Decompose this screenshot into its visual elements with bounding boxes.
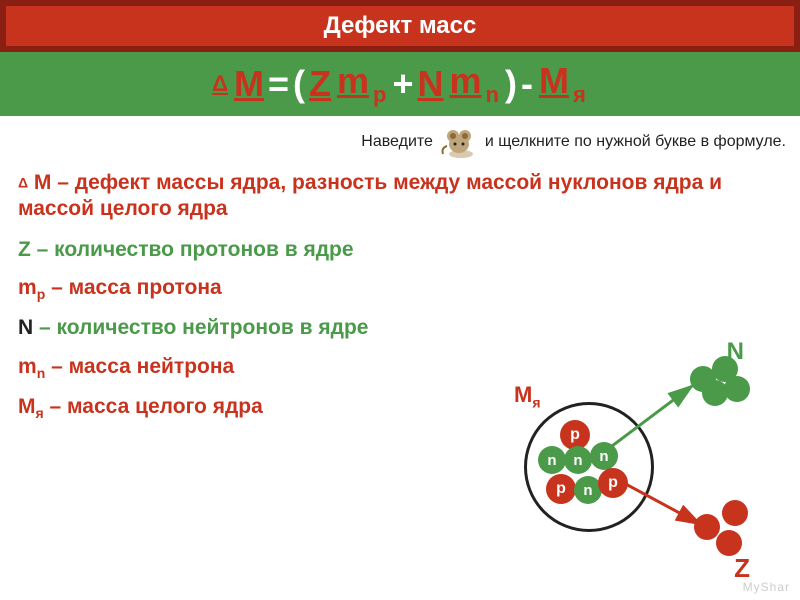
def4-text: – количество нейтронов в ядре: [33, 316, 368, 339]
def6-m: M: [18, 395, 36, 418]
nucleus-diagram: Mя N Z pnnnpnp: [504, 342, 764, 572]
proton-particle: [716, 530, 742, 556]
formula-M[interactable]: M: [234, 63, 264, 105]
neutron-particle: n: [564, 446, 592, 474]
formula-rparen: ): [505, 63, 517, 105]
formula-mn-m: m: [450, 60, 482, 101]
formula-My-m: M: [539, 60, 569, 101]
formula-mn[interactable]: mn: [448, 60, 501, 107]
def-mp: mp – масса протона: [18, 275, 782, 304]
formula-lparen: (: [293, 63, 305, 105]
formula-N[interactable]: N: [418, 63, 444, 105]
formula-mp-sub: p: [373, 82, 386, 107]
def3-m: m: [18, 276, 37, 299]
formula-Z[interactable]: Z: [309, 63, 331, 105]
def4-sym: N: [18, 316, 33, 339]
formula-delta[interactable]: Δ: [212, 71, 228, 97]
def2-text: – количество протонов в ядре: [31, 238, 354, 261]
neutron-particle: n: [538, 446, 566, 474]
def5-sub: n: [37, 365, 46, 381]
hint-before: Наведите: [361, 133, 433, 151]
formula-mp[interactable]: mp: [335, 60, 388, 107]
def5-m: m: [18, 355, 37, 378]
def1-delta: Δ: [18, 175, 28, 191]
neutron-particle: [724, 376, 750, 402]
header-bar: Дефект масс: [0, 0, 800, 52]
page-title: Дефект масс: [324, 12, 477, 40]
def1-text: – дефект массы ядра, разность между масс…: [18, 171, 722, 220]
def2-sym: Z: [18, 238, 31, 261]
mouse-cursor-icon: [439, 124, 479, 160]
def-delta-m: Δ M – дефект массы ядра, разность между …: [18, 170, 782, 223]
def-N: N – количество нейтронов в ядре: [18, 315, 782, 341]
proton-particle: p: [598, 468, 628, 498]
def6-text: – масса целого ядра: [44, 395, 263, 418]
proton-particle: p: [546, 474, 576, 504]
formula-My[interactable]: Mя: [537, 60, 588, 107]
formula-mp-m: m: [337, 60, 369, 101]
def5-text: – масса нейтрона: [45, 355, 234, 378]
formula-plus: +: [392, 63, 413, 105]
formula-eq: =: [268, 63, 289, 105]
def-Z: Z – количество протонов в ядре: [18, 237, 782, 263]
neutron-particle: n: [590, 442, 618, 470]
watermark: MyShar: [743, 580, 790, 594]
def6-sub: я: [36, 406, 44, 422]
def3-text: – масса протона: [45, 276, 221, 299]
def1-M: M: [34, 171, 52, 194]
hint-row: Наведите и щелкните по нужной букве в фо…: [0, 116, 800, 164]
formula-minus: -: [521, 63, 533, 105]
formula-My-sub: я: [573, 82, 586, 107]
proton-particle: [694, 514, 720, 540]
formula-mn-sub: n: [486, 82, 499, 107]
hint-after: и щелкните по нужной букве в формуле.: [485, 133, 786, 151]
def3-sub: p: [37, 286, 46, 302]
proton-particle: [722, 500, 748, 526]
formula-bar: Δ M = ( Z mp + N mn ) - Mя: [0, 52, 800, 116]
